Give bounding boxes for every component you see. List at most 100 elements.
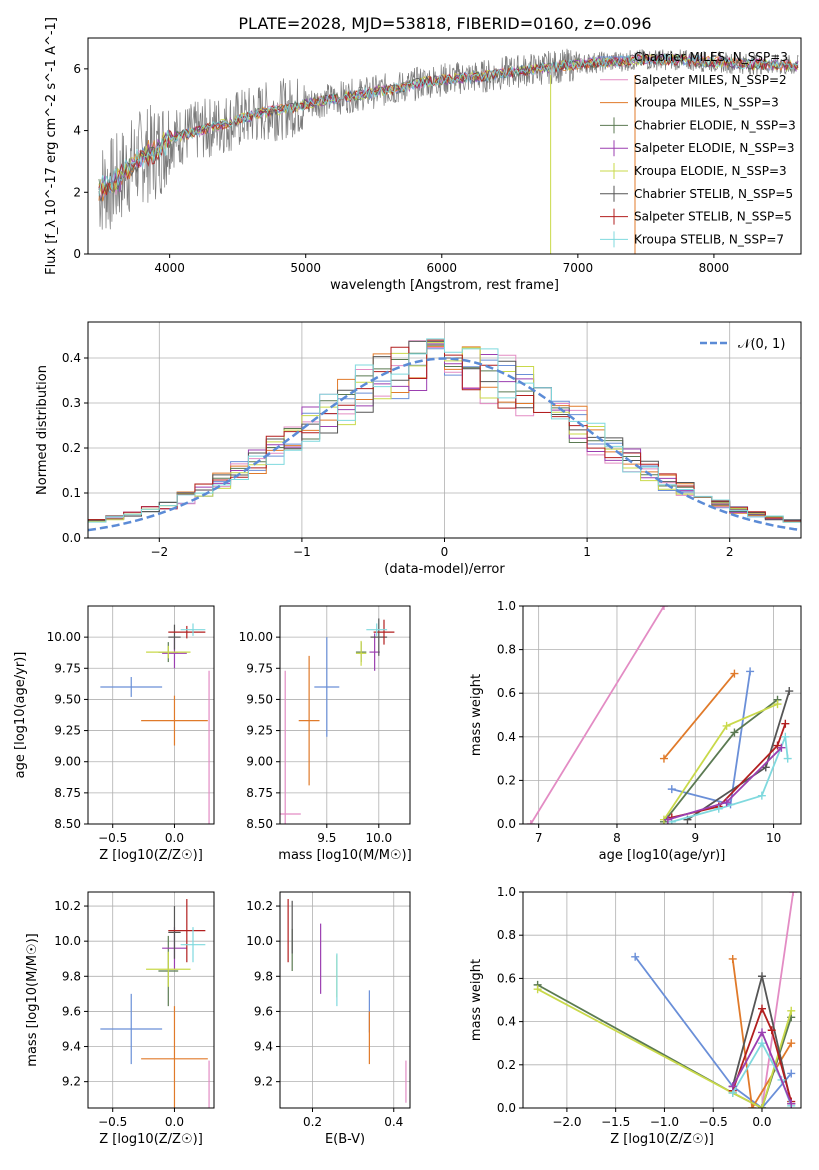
y-tick-label: 9.4 — [254, 1040, 273, 1054]
weight-line — [731, 958, 792, 1108]
x-tick-label: 4000 — [154, 261, 185, 275]
x-tick-label: 0.4 — [384, 1115, 403, 1129]
y-tick-label: 10.2 — [54, 899, 81, 913]
y-axis-label: Normed distribution — [35, 365, 50, 495]
weight-marker — [789, 892, 798, 896]
normal-curve — [88, 357, 801, 532]
weight-marker — [533, 985, 542, 994]
y-tick-label: 8.75 — [246, 786, 273, 800]
weight-marker — [787, 1039, 796, 1048]
y-tick-label: 2 — [73, 185, 81, 199]
x-tick-label: 10.0 — [365, 831, 392, 845]
x-tick-label: 0.2 — [303, 1115, 322, 1129]
y-tick-label: 9.25 — [54, 724, 81, 738]
mass-vs-metallicity-panel: −0.5 0.0 9.2 9.4 9.6 9.8 10.0 10.2 Z [log10(Z/Z☉… — [25, 891, 215, 1147]
x-tick-label: −0.5 — [699, 1115, 728, 1129]
legend-label: Chabrier MILES, N_SSP=3 — [634, 50, 788, 64]
x-tick-label: 10 — [766, 831, 781, 845]
legend-label: 𝒩(0, 1) — [738, 337, 785, 352]
weight-marker — [728, 1082, 737, 1091]
y-tick-label: 9.75 — [246, 661, 273, 675]
x-tick-label: −2.0 — [552, 1115, 581, 1129]
y-tick-label: 0.2 — [497, 773, 516, 787]
x-axis-label: Z [log10(Z/Z☉)] — [610, 1132, 714, 1147]
weight-marker — [787, 1006, 796, 1015]
y-tick-label: 1.0 — [497, 599, 516, 613]
plot-area — [280, 618, 395, 824]
y-tick-label: 9.00 — [246, 755, 273, 769]
x-tick-label: −0.5 — [98, 1115, 127, 1129]
axes-frame — [522, 891, 802, 1109]
plot-area — [88, 338, 801, 538]
weight-marker — [757, 791, 766, 800]
legend-label: Chabrier STELIB, N_SSP=5 — [634, 187, 793, 201]
weight-marker — [722, 721, 731, 730]
y-tick-label: 0.4 — [62, 351, 81, 365]
y-tick-label: 10.0 — [246, 934, 273, 948]
legend-label: Salpeter MILES, N_SSP=2 — [634, 73, 787, 87]
y-tick-label: 10.0 — [54, 934, 81, 948]
y-tick-label: 9.50 — [246, 692, 273, 706]
weight-marker — [783, 754, 792, 763]
weight-line — [761, 892, 795, 1108]
histogram-step — [88, 338, 801, 538]
weight-line — [663, 673, 736, 760]
y-tick-label: 0.0 — [497, 1101, 516, 1115]
residual-histogram-panel: −2 −1 0 1 2 0.0 0.1 0.2 0.3 0.4 (data-model)/error… — [35, 321, 802, 577]
weight-marker — [777, 743, 786, 752]
x-tick-label: 0.0 — [165, 1115, 184, 1129]
age-vs-mass-panel: 9.5 10.0 8.50 8.75 9.00 9.25 9.50 9.75 10.00 mass… — [239, 605, 412, 863]
weight-marker — [781, 719, 790, 728]
legend-label: Kroupa ELODIE, N_SSP=3 — [634, 164, 787, 178]
y-tick-label: 0.1 — [62, 486, 81, 500]
y-tick-label: 9.2 — [254, 1075, 273, 1089]
weight-marker — [714, 804, 723, 813]
weight-marker — [748, 1104, 757, 1108]
x-axis-label: wavelength [Angstrom, rest frame] — [330, 278, 559, 293]
x-tick-label: 2 — [726, 545, 734, 559]
y-tick-label: 0.4 — [497, 730, 516, 744]
weight-marker — [667, 785, 676, 794]
weight-marker — [526, 820, 535, 824]
y-tick-label: 4 — [73, 124, 81, 138]
weight-marker — [631, 952, 640, 961]
axes-frame — [87, 891, 215, 1109]
legend-label: Kroupa MILES, N_SSP=3 — [634, 96, 779, 110]
weight-line — [731, 1006, 793, 1102]
x-tick-label: −1 — [293, 545, 311, 559]
axes-frame — [87, 321, 802, 539]
y-tick-label: 0.0 — [497, 817, 516, 831]
legend-label: Chabrier ELODIE, N_SSP=3 — [634, 118, 796, 132]
plot-area — [533, 892, 798, 1108]
y-tick-label: 9.8 — [254, 969, 273, 983]
weight-marker — [730, 669, 739, 678]
x-tick-label: 6000 — [427, 261, 458, 275]
y-tick-label: 8.75 — [54, 786, 81, 800]
y-tick-label: 8.50 — [246, 817, 273, 831]
x-tick-label: 0.0 — [752, 1115, 771, 1129]
y-tick-label: 9.00 — [54, 755, 81, 769]
age-vs-metallicity-panel: −0.5 0.0 8.50 8.75 9.00 9.25 9.50 9.75 10.00 Z [l… — [13, 605, 215, 863]
mass-vs-ebv-panel: 0.2 0.4 9.2 9.4 9.6 9.8 10.0 10.2 E(B-V) — [246, 891, 411, 1147]
y-tick-label: 9.8 — [62, 969, 81, 983]
model-spectrum — [98, 52, 799, 196]
axes-frame — [279, 891, 411, 1109]
figure-title: PLATE=2028, MJD=53818, FIBERID=0160, z=0… — [238, 14, 651, 33]
plot-area — [526, 606, 794, 824]
weight-marker — [773, 700, 782, 709]
y-tick-label: 9.6 — [254, 1004, 273, 1018]
y-tick-label: 6 — [73, 62, 81, 76]
x-tick-label: 9.5 — [317, 831, 336, 845]
y-tick-label: 9.4 — [62, 1040, 81, 1054]
weight-marker — [785, 687, 794, 696]
weight-marker — [757, 1004, 766, 1013]
y-tick-label: 0.2 — [497, 1058, 516, 1072]
weight-marker — [761, 763, 770, 772]
x-axis-label: (data-model)/error — [384, 562, 505, 577]
weight-line — [671, 671, 751, 806]
model-spectrum — [98, 53, 799, 196]
weight-vs-age-panel: 7 8 9 10 0.0 0.2 0.4 0.6 0.8 1.0 age [log10(age/yr… — [469, 599, 802, 863]
weight-marker — [746, 667, 755, 676]
weight-marker — [757, 1039, 766, 1048]
plot-area — [287, 899, 407, 1103]
